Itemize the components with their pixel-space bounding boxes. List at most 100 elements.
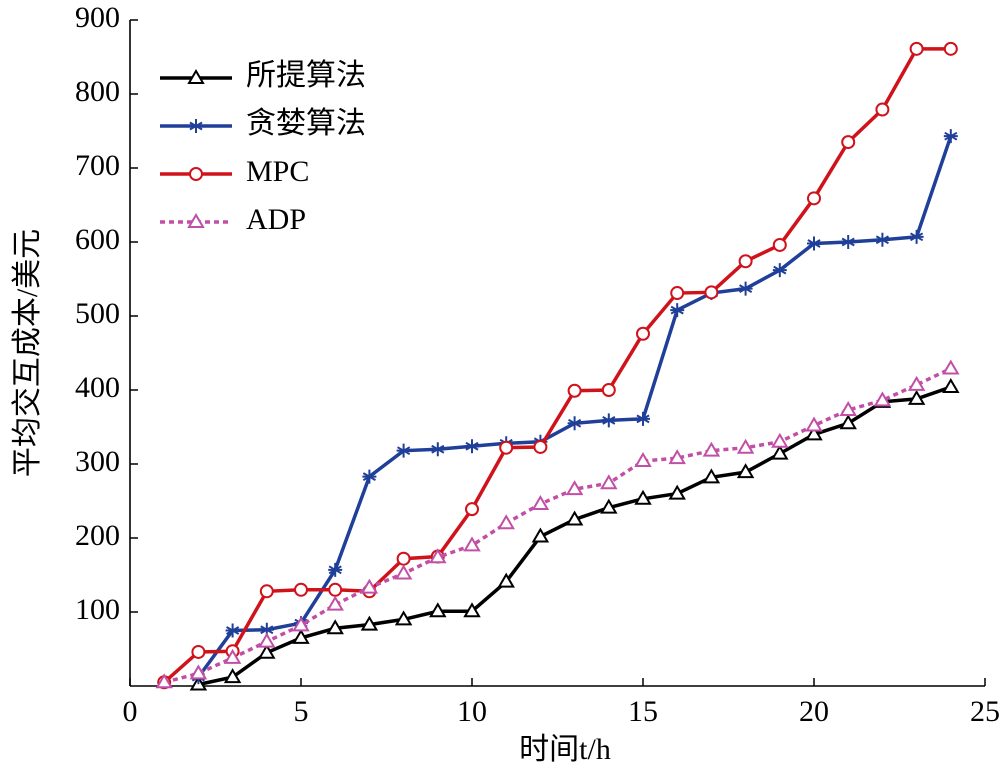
marker (360, 578, 379, 594)
marker (907, 375, 926, 391)
marker (738, 281, 753, 296)
x-tick-label: 5 (294, 695, 309, 728)
y-tick-label: 900 (75, 1, 120, 34)
marker (736, 463, 755, 479)
marker (531, 494, 550, 510)
marker (807, 236, 821, 251)
legend-label: ADP (246, 203, 306, 236)
y-tick-label: 200 (75, 519, 120, 552)
marker (189, 664, 208, 680)
marker (360, 615, 379, 631)
marker (704, 285, 719, 300)
y-tick-label: 500 (75, 297, 120, 330)
marker (225, 623, 240, 638)
marker (463, 536, 481, 552)
y-tick-label: 400 (75, 371, 120, 404)
marker (636, 326, 650, 341)
marker (771, 432, 789, 448)
marker (839, 400, 857, 416)
marker (565, 510, 584, 526)
marker (394, 610, 413, 626)
marker (499, 440, 514, 455)
marker (805, 425, 823, 441)
marker (772, 263, 787, 278)
marker (702, 441, 721, 457)
marker (601, 413, 616, 428)
marker (328, 562, 343, 577)
marker (634, 452, 652, 468)
legend-label: MPC (246, 155, 309, 188)
marker (943, 41, 958, 56)
marker (465, 502, 479, 517)
marker (841, 235, 856, 249)
legend-label: 所提算法 (246, 59, 366, 92)
marker (362, 469, 377, 484)
marker (155, 673, 173, 689)
marker (394, 564, 413, 580)
marker (223, 668, 242, 684)
y-tick-label: 600 (75, 223, 120, 256)
marker (841, 135, 856, 150)
marker (567, 416, 582, 431)
marker (875, 232, 890, 247)
marker (292, 616, 310, 632)
marker (600, 498, 618, 514)
marker (326, 619, 344, 635)
series-line (198, 385, 952, 687)
marker (943, 129, 958, 144)
marker (668, 449, 686, 465)
marker (907, 389, 926, 405)
marker (702, 468, 721, 484)
marker (429, 602, 447, 618)
marker (497, 572, 515, 588)
marker (909, 229, 924, 244)
marker (738, 254, 753, 269)
marker (942, 378, 960, 394)
y-tick-label: 700 (75, 149, 120, 182)
series-line (163, 47, 951, 684)
marker (670, 286, 685, 301)
marker (670, 303, 685, 318)
legend-marker (189, 167, 203, 181)
series-line (163, 366, 952, 684)
marker (839, 414, 857, 430)
legend-label: 贪婪算法 (246, 107, 366, 140)
marker (258, 643, 276, 659)
marker (567, 383, 582, 398)
y-tick-label: 100 (75, 593, 120, 626)
marker (807, 191, 821, 206)
marker (328, 582, 343, 597)
marker (942, 359, 960, 375)
y-axis-label: 平均交互成本/美元 (11, 229, 44, 477)
x-tick-label: 15 (628, 695, 658, 728)
marker (875, 102, 890, 117)
y-tick-label: 300 (75, 445, 120, 478)
marker (497, 514, 515, 530)
marker (771, 444, 789, 460)
marker (601, 383, 616, 397)
x-axis-label: 时间t/h (519, 733, 611, 766)
series-line (196, 135, 953, 679)
marker (909, 41, 924, 56)
marker (430, 442, 445, 457)
marker (396, 551, 411, 566)
marker (223, 648, 242, 664)
marker (259, 622, 274, 637)
x-tick-label: 25 (970, 695, 1000, 728)
marker (258, 632, 276, 648)
x-tick-label: 0 (123, 695, 138, 728)
marker (465, 439, 479, 454)
marker (772, 237, 787, 252)
marker (396, 443, 411, 458)
marker (463, 602, 481, 618)
marker (429, 548, 447, 564)
legend-marker (187, 69, 205, 84)
legend-marker (189, 119, 203, 133)
marker (736, 438, 755, 454)
marker (873, 391, 892, 407)
marker (600, 474, 618, 490)
marker (294, 582, 308, 597)
marker (326, 595, 344, 611)
legend-marker (187, 213, 205, 228)
